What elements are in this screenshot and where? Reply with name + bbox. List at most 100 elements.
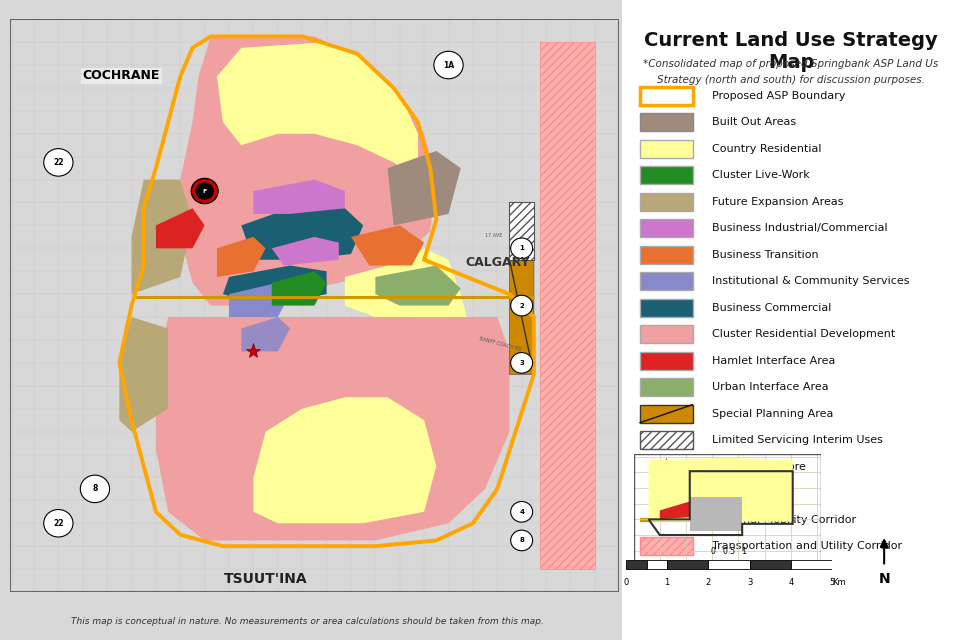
Text: Business Industrial/Commercial: Business Industrial/Commercial: [712, 223, 888, 234]
Text: 2: 2: [519, 303, 524, 308]
FancyBboxPatch shape: [640, 431, 692, 449]
Text: Current Land Use Strategy Map: Current Land Use Strategy Map: [644, 31, 938, 72]
Circle shape: [196, 183, 213, 199]
Text: *Consolidated map of proposed Springbank ASP Land Us: *Consolidated map of proposed Springbank…: [643, 60, 939, 69]
Polygon shape: [180, 36, 436, 306]
Bar: [750, 560, 791, 570]
FancyBboxPatch shape: [640, 193, 692, 211]
Polygon shape: [229, 283, 290, 317]
Circle shape: [191, 179, 218, 204]
Polygon shape: [241, 208, 363, 260]
Bar: [647, 560, 667, 570]
Bar: [708, 560, 750, 570]
Text: Hamlet Interface Area: Hamlet Interface Area: [712, 356, 835, 365]
Text: Km: Km: [832, 578, 846, 587]
Text: 2: 2: [706, 578, 711, 587]
Text: 17 AVE: 17 AVE: [485, 233, 502, 238]
Text: 1: 1: [664, 578, 670, 587]
FancyBboxPatch shape: [640, 272, 692, 291]
FancyBboxPatch shape: [640, 87, 692, 105]
Text: Special Planning Area: Special Planning Area: [712, 409, 833, 419]
Circle shape: [656, 475, 677, 511]
Text: F: F: [203, 189, 206, 193]
Text: CALGARY: CALGARY: [465, 255, 530, 269]
FancyBboxPatch shape: [640, 140, 692, 158]
Circle shape: [660, 481, 674, 506]
Text: COCHRANE: COCHRANE: [83, 69, 160, 83]
Text: 0   0.5   1: 0 0.5 1: [711, 547, 747, 556]
FancyBboxPatch shape: [640, 352, 692, 370]
Polygon shape: [217, 42, 418, 180]
FancyBboxPatch shape: [640, 378, 692, 396]
Text: 1: 1: [519, 245, 524, 252]
Polygon shape: [345, 248, 467, 317]
Circle shape: [511, 353, 533, 373]
Bar: [540, 42, 595, 569]
Circle shape: [44, 148, 73, 176]
Text: 3: 3: [747, 578, 753, 587]
Polygon shape: [223, 266, 326, 306]
Bar: [626, 560, 647, 570]
Text: Built Out Areas: Built Out Areas: [712, 118, 797, 127]
Text: Limited Servicing Interim Uses: Limited Servicing Interim Uses: [712, 435, 883, 445]
Bar: [791, 560, 832, 570]
Text: Strategy (north and south) for discussion purposes.: Strategy (north and south) for discussio…: [657, 75, 925, 85]
Text: 4: 4: [788, 578, 794, 587]
FancyBboxPatch shape: [640, 166, 692, 184]
Text: BANFF COACH RD: BANFF COACH RD: [479, 337, 522, 353]
Text: Future Expansion Areas: Future Expansion Areas: [712, 197, 844, 207]
Text: TSUUT'INA: TSUUT'INA: [224, 572, 307, 586]
FancyBboxPatch shape: [640, 220, 692, 237]
Circle shape: [44, 509, 73, 537]
Polygon shape: [660, 502, 689, 520]
Polygon shape: [132, 180, 192, 294]
Text: 1A: 1A: [443, 61, 454, 70]
Text: Transportation and Utility Corridor: Transportation and Utility Corridor: [712, 541, 902, 551]
Text: 4: 4: [519, 509, 524, 515]
Text: Business Commercial: Business Commercial: [712, 303, 831, 313]
FancyBboxPatch shape: [640, 404, 692, 422]
Circle shape: [511, 530, 533, 551]
Text: 8: 8: [519, 538, 524, 543]
FancyBboxPatch shape: [640, 246, 692, 264]
Text: 0: 0: [623, 578, 629, 587]
Circle shape: [434, 51, 463, 79]
Polygon shape: [253, 180, 345, 214]
Text: 3: 3: [519, 360, 524, 366]
Polygon shape: [649, 458, 793, 522]
Text: Cluster Live-Work: Cluster Live-Work: [712, 170, 810, 180]
Text: Fire Hall: Fire Hall: [712, 488, 757, 498]
Text: Proposed ASP Boundary: Proposed ASP Boundary: [712, 91, 846, 101]
Text: N: N: [878, 572, 890, 586]
FancyBboxPatch shape: [640, 325, 692, 343]
Text: 8: 8: [92, 484, 98, 493]
Polygon shape: [388, 151, 461, 225]
Circle shape: [511, 502, 533, 522]
Text: 22: 22: [53, 519, 63, 528]
Polygon shape: [217, 237, 266, 277]
FancyBboxPatch shape: [640, 113, 692, 131]
Text: Cluster Residential Development: Cluster Residential Development: [712, 329, 896, 339]
Text: Business Transition: Business Transition: [712, 250, 819, 260]
Text: Community Core: Community Core: [712, 461, 806, 472]
Circle shape: [81, 475, 109, 502]
Text: 5: 5: [829, 578, 835, 587]
Polygon shape: [119, 317, 168, 431]
Polygon shape: [253, 397, 436, 524]
Polygon shape: [510, 248, 534, 374]
Text: Institutional & Community Services: Institutional & Community Services: [712, 276, 910, 286]
Polygon shape: [689, 497, 742, 531]
Text: Urban Interface Area: Urban Interface Area: [712, 382, 828, 392]
Bar: [667, 560, 708, 570]
Bar: [510, 202, 534, 260]
Text: 22: 22: [53, 158, 63, 167]
Polygon shape: [156, 317, 510, 540]
Polygon shape: [375, 266, 461, 306]
Text: Regional Mobility Corridor: Regional Mobility Corridor: [712, 515, 856, 525]
Text: This map is conceptual in nature. No measurements or area calculations should be: This map is conceptual in nature. No mea…: [71, 617, 543, 626]
Polygon shape: [241, 317, 290, 351]
Text: F: F: [664, 490, 669, 496]
Circle shape: [511, 295, 533, 316]
Polygon shape: [156, 208, 204, 248]
Polygon shape: [272, 271, 326, 306]
